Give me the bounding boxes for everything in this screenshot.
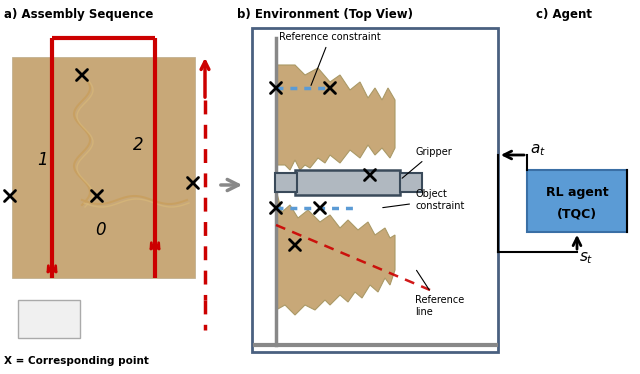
Text: $\boldsymbol{s_t}$: $\boldsymbol{s_t}$ [579,250,593,266]
Text: 2: 2 [132,136,143,154]
Polygon shape [276,65,395,170]
Text: 0: 0 [95,221,106,239]
Text: 1: 1 [36,151,47,169]
Text: Reference
line: Reference line [415,270,464,317]
Text: X = Corresponding point: X = Corresponding point [4,356,149,366]
Text: Object
constraint: Object constraint [383,189,465,211]
Text: b) Environment (Top View): b) Environment (Top View) [237,8,413,21]
Text: $\boldsymbol{a_t}$: $\boldsymbol{a_t}$ [530,142,546,158]
Bar [400,173,422,192]
Text: Reference constraint: Reference constraint [279,32,381,85]
Text: a) Assembly Sequence: a) Assembly Sequence [4,8,154,21]
Bar [252,28,498,352]
Text: Gripper: Gripper [402,147,452,178]
Text: (TQC): (TQC) [557,208,597,221]
Text: RL agent: RL agent [546,186,608,199]
Text: c) Agent: c) Agent [536,8,592,21]
Bar [12,57,195,278]
Polygon shape [276,190,395,315]
Bar [18,300,80,338]
Bar [295,170,400,195]
Bar [527,170,627,232]
Bar [275,173,297,192]
